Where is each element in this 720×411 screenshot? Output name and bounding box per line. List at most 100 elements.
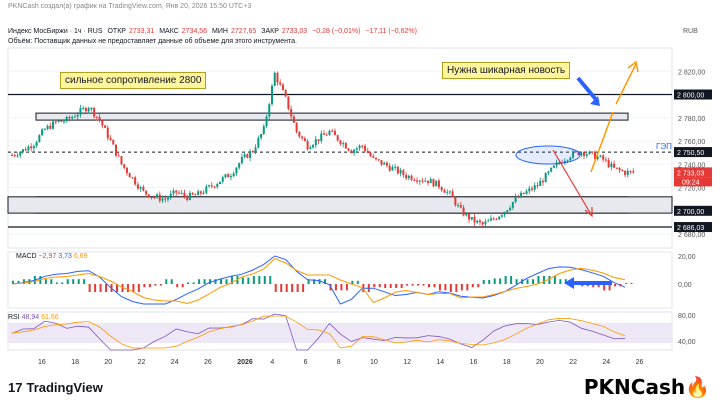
macd-bar (252, 276, 255, 284)
rsi-label: RSI (8, 314, 20, 321)
candle-body (580, 152, 583, 155)
candle-body (355, 148, 358, 150)
candle-body (52, 121, 55, 129)
y-tick-label: 2 760,00 (678, 139, 705, 146)
candle-body (93, 107, 96, 117)
candle-body (273, 72, 276, 86)
x-tick-label: 12 (403, 359, 411, 366)
candle-body (626, 170, 629, 175)
candle-body (303, 138, 306, 142)
macd-bar (417, 284, 420, 286)
candle-body (221, 177, 224, 182)
candle-body (197, 191, 200, 195)
macd-bar (499, 278, 502, 284)
candle-body (484, 221, 487, 225)
candle-body (205, 186, 208, 193)
rsi-value-1: 48,94 (21, 314, 40, 321)
candle-body (514, 196, 517, 202)
candle-body (68, 116, 71, 119)
candle-body (227, 174, 230, 178)
brand-name: TradingView (26, 380, 103, 395)
macd-bar (373, 284, 376, 288)
y-tick-label: 2 780,00 (678, 116, 705, 123)
candle-body (511, 201, 514, 208)
candle-body (238, 163, 241, 168)
candle-body (19, 152, 22, 156)
candle-body (591, 151, 594, 153)
candle-body (101, 120, 104, 126)
candle-body (82, 107, 85, 109)
candle-body (216, 184, 219, 187)
candle-body (177, 192, 180, 194)
macd-bar (433, 284, 436, 288)
macd-bar (542, 276, 545, 284)
macd-bar (176, 284, 179, 288)
candle-body (32, 145, 35, 149)
candle-body (317, 139, 320, 142)
gap-label: ГЭП (656, 142, 672, 151)
candle-body (396, 166, 399, 174)
candle-body (585, 154, 588, 156)
candle-body (295, 122, 298, 132)
macd-tick: 0,00 (678, 282, 692, 289)
macd-bar (50, 279, 53, 284)
candle-body (325, 134, 328, 136)
candle-body (271, 85, 273, 105)
candle-body (604, 159, 607, 161)
candle-body (451, 191, 454, 198)
x-tick-label: 8 (337, 359, 341, 366)
price-zone (35, 112, 629, 121)
candle-body (366, 150, 369, 153)
price-label: 2 686,03 (677, 225, 704, 232)
macd-arrow-head (564, 277, 574, 289)
candle-body (306, 141, 309, 150)
countdown-label: 09:24 (682, 179, 700, 186)
macd-bar (597, 284, 600, 288)
candle-body (142, 187, 145, 191)
macd-bar (198, 279, 201, 284)
candle-body (46, 125, 49, 130)
macd-bar (460, 284, 463, 291)
candle-body (87, 108, 90, 112)
macd-bar (384, 284, 387, 288)
macd-bar (449, 284, 452, 292)
candle-body (98, 117, 101, 121)
candle-body (123, 164, 126, 168)
candle-body (479, 220, 481, 223)
candle-body (339, 140, 342, 145)
candle-body (158, 194, 161, 201)
candle-body (328, 130, 331, 135)
up-arrow-1 (590, 111, 614, 173)
candle-body (54, 121, 57, 123)
macd-bar (296, 284, 299, 292)
candle-body (290, 109, 293, 117)
macd-bar (99, 284, 102, 292)
candle-body (109, 138, 112, 140)
countdown-bg (674, 177, 712, 187)
candle-body (145, 190, 148, 195)
macd-bar (209, 279, 212, 284)
candle-body (128, 173, 131, 178)
macd-bar (526, 279, 529, 284)
open-label: ОТКР (107, 28, 126, 35)
candle-body (309, 147, 312, 150)
candle-body (533, 185, 536, 190)
candle-body (577, 151, 580, 155)
macd-bar (603, 284, 606, 291)
price-label-bg (674, 167, 712, 178)
candle-body (276, 72, 279, 83)
candle-body (84, 107, 87, 112)
macd-bar (438, 284, 441, 291)
macd-value-1: −2,97 (38, 253, 57, 260)
candle-body (432, 179, 435, 187)
candle-body (410, 175, 413, 180)
candle-body (229, 176, 232, 178)
tradingview-logo: 17 TradingView (8, 380, 103, 395)
macd-bar (406, 284, 409, 286)
candle-body (435, 180, 438, 187)
candle-body (323, 133, 325, 135)
macd-line (11, 255, 626, 305)
candle-body (287, 96, 290, 110)
x-tick-label: 2026 (237, 359, 253, 366)
